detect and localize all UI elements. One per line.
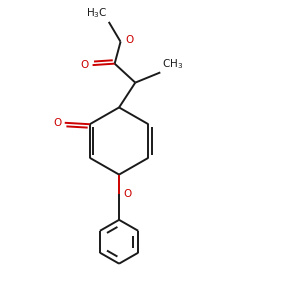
Text: O: O — [53, 118, 61, 128]
Text: O: O — [124, 189, 132, 199]
Text: $\mathregular{CH_3}$: $\mathregular{CH_3}$ — [162, 57, 183, 71]
Text: $\mathregular{H_3C}$: $\mathregular{H_3C}$ — [86, 6, 107, 20]
Text: O: O — [125, 35, 133, 45]
Text: O: O — [81, 60, 89, 70]
